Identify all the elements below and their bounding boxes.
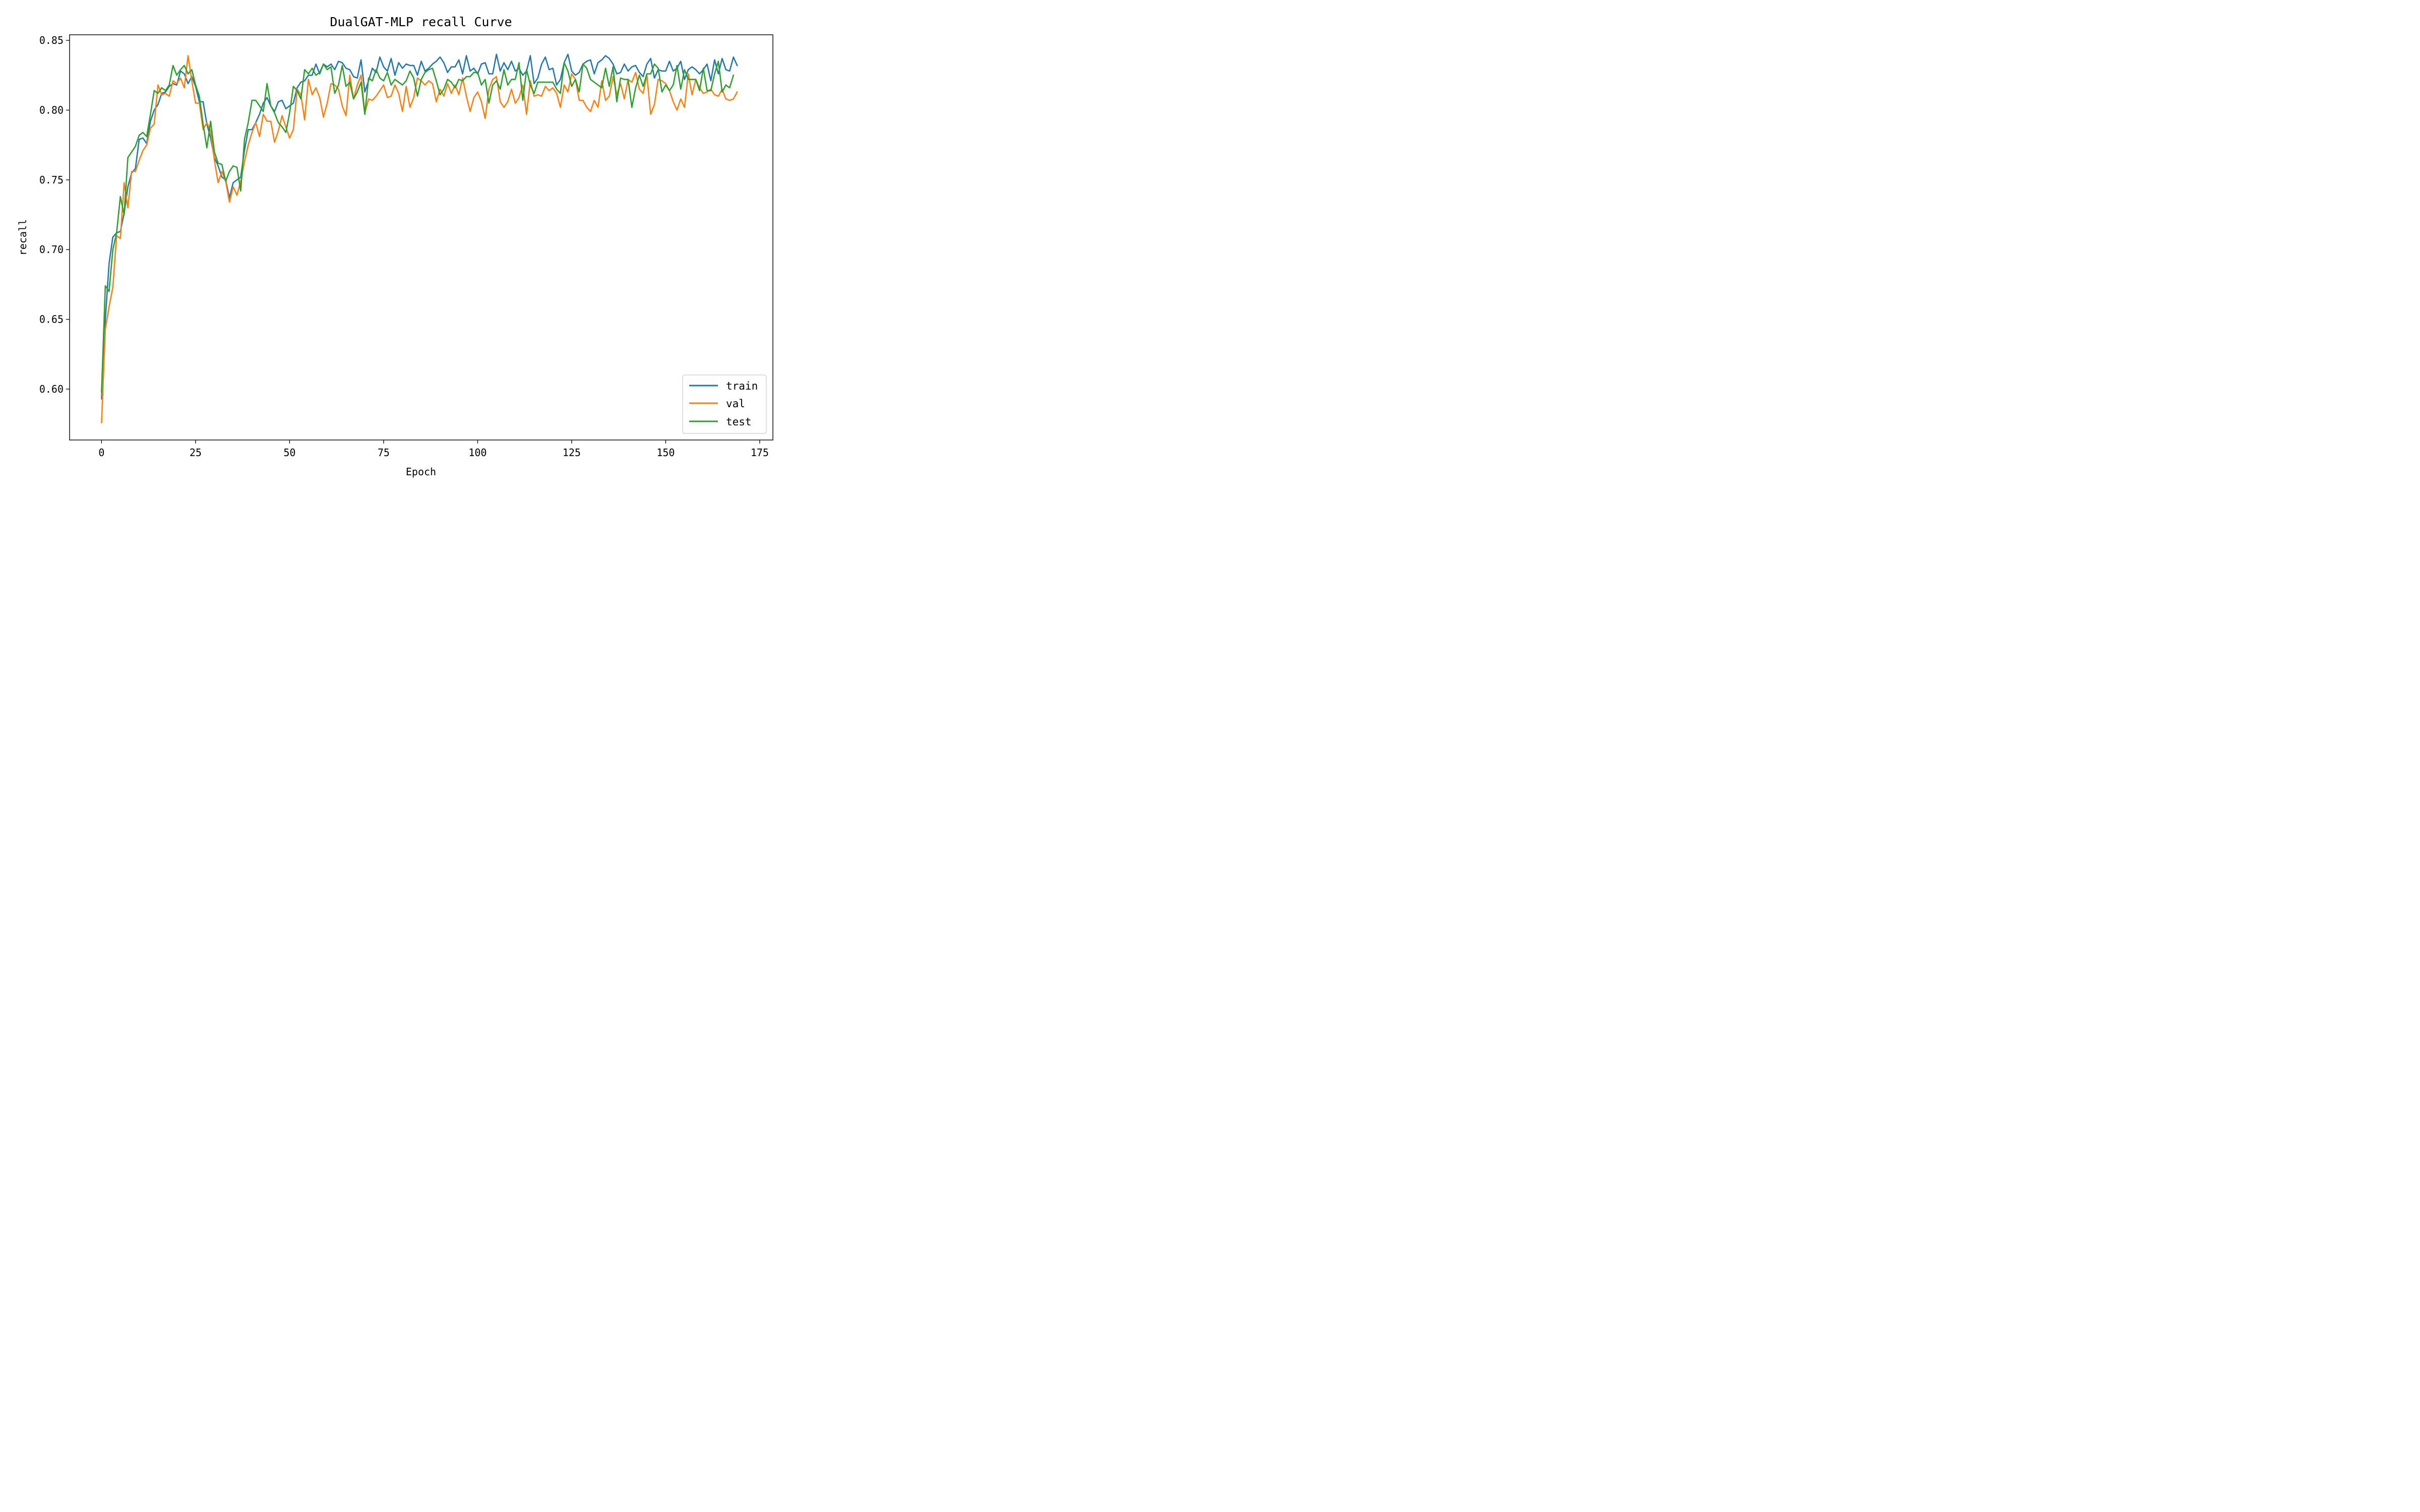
- y-tick-label: 0.75: [39, 174, 64, 186]
- legend-label-val: val: [726, 398, 745, 410]
- legend-box: [682, 374, 767, 434]
- legend-label-test: test: [726, 416, 752, 428]
- y-tick-label: 0.70: [39, 243, 64, 256]
- y-tick-label: 0.60: [39, 383, 64, 395]
- legend: train val test: [682, 374, 767, 434]
- y-tick-label: 0.80: [39, 104, 64, 116]
- x-tick-label: 175: [751, 447, 769, 459]
- recall-curve-chart: DualGAT-MLP recall Curve 0 25 50 75 100 125 15…: [0, 0, 786, 491]
- y-axis-label: recall: [17, 219, 29, 256]
- legend-label-train: train: [726, 380, 758, 392]
- series-line-train: [101, 53, 738, 400]
- x-tick-label: 75: [378, 447, 390, 459]
- x-axis: 0 25 50 75 100 125 150 175: [98, 440, 769, 459]
- plot-frame: [69, 34, 773, 440]
- chart-title: DualGAT-MLP recall Curve: [330, 15, 512, 29]
- y-tick-label: 0.65: [39, 313, 64, 326]
- y-axis: 0.60 0.65 0.70 0.75 0.80 0.85: [39, 34, 70, 395]
- y-tick-label: 0.85: [39, 34, 64, 46]
- x-tick-label: 25: [190, 447, 202, 459]
- x-tick-label: 100: [468, 447, 487, 459]
- series-layer: [101, 53, 738, 423]
- x-tick-label: 150: [656, 447, 675, 459]
- x-axis-label: Epoch: [406, 466, 436, 478]
- x-tick-label: 125: [563, 447, 581, 459]
- series-line-test: [101, 60, 735, 393]
- series-line-val: [101, 55, 738, 423]
- figure-background: [0, 0, 786, 491]
- x-tick-label: 50: [283, 447, 295, 459]
- x-tick-label: 0: [98, 447, 104, 459]
